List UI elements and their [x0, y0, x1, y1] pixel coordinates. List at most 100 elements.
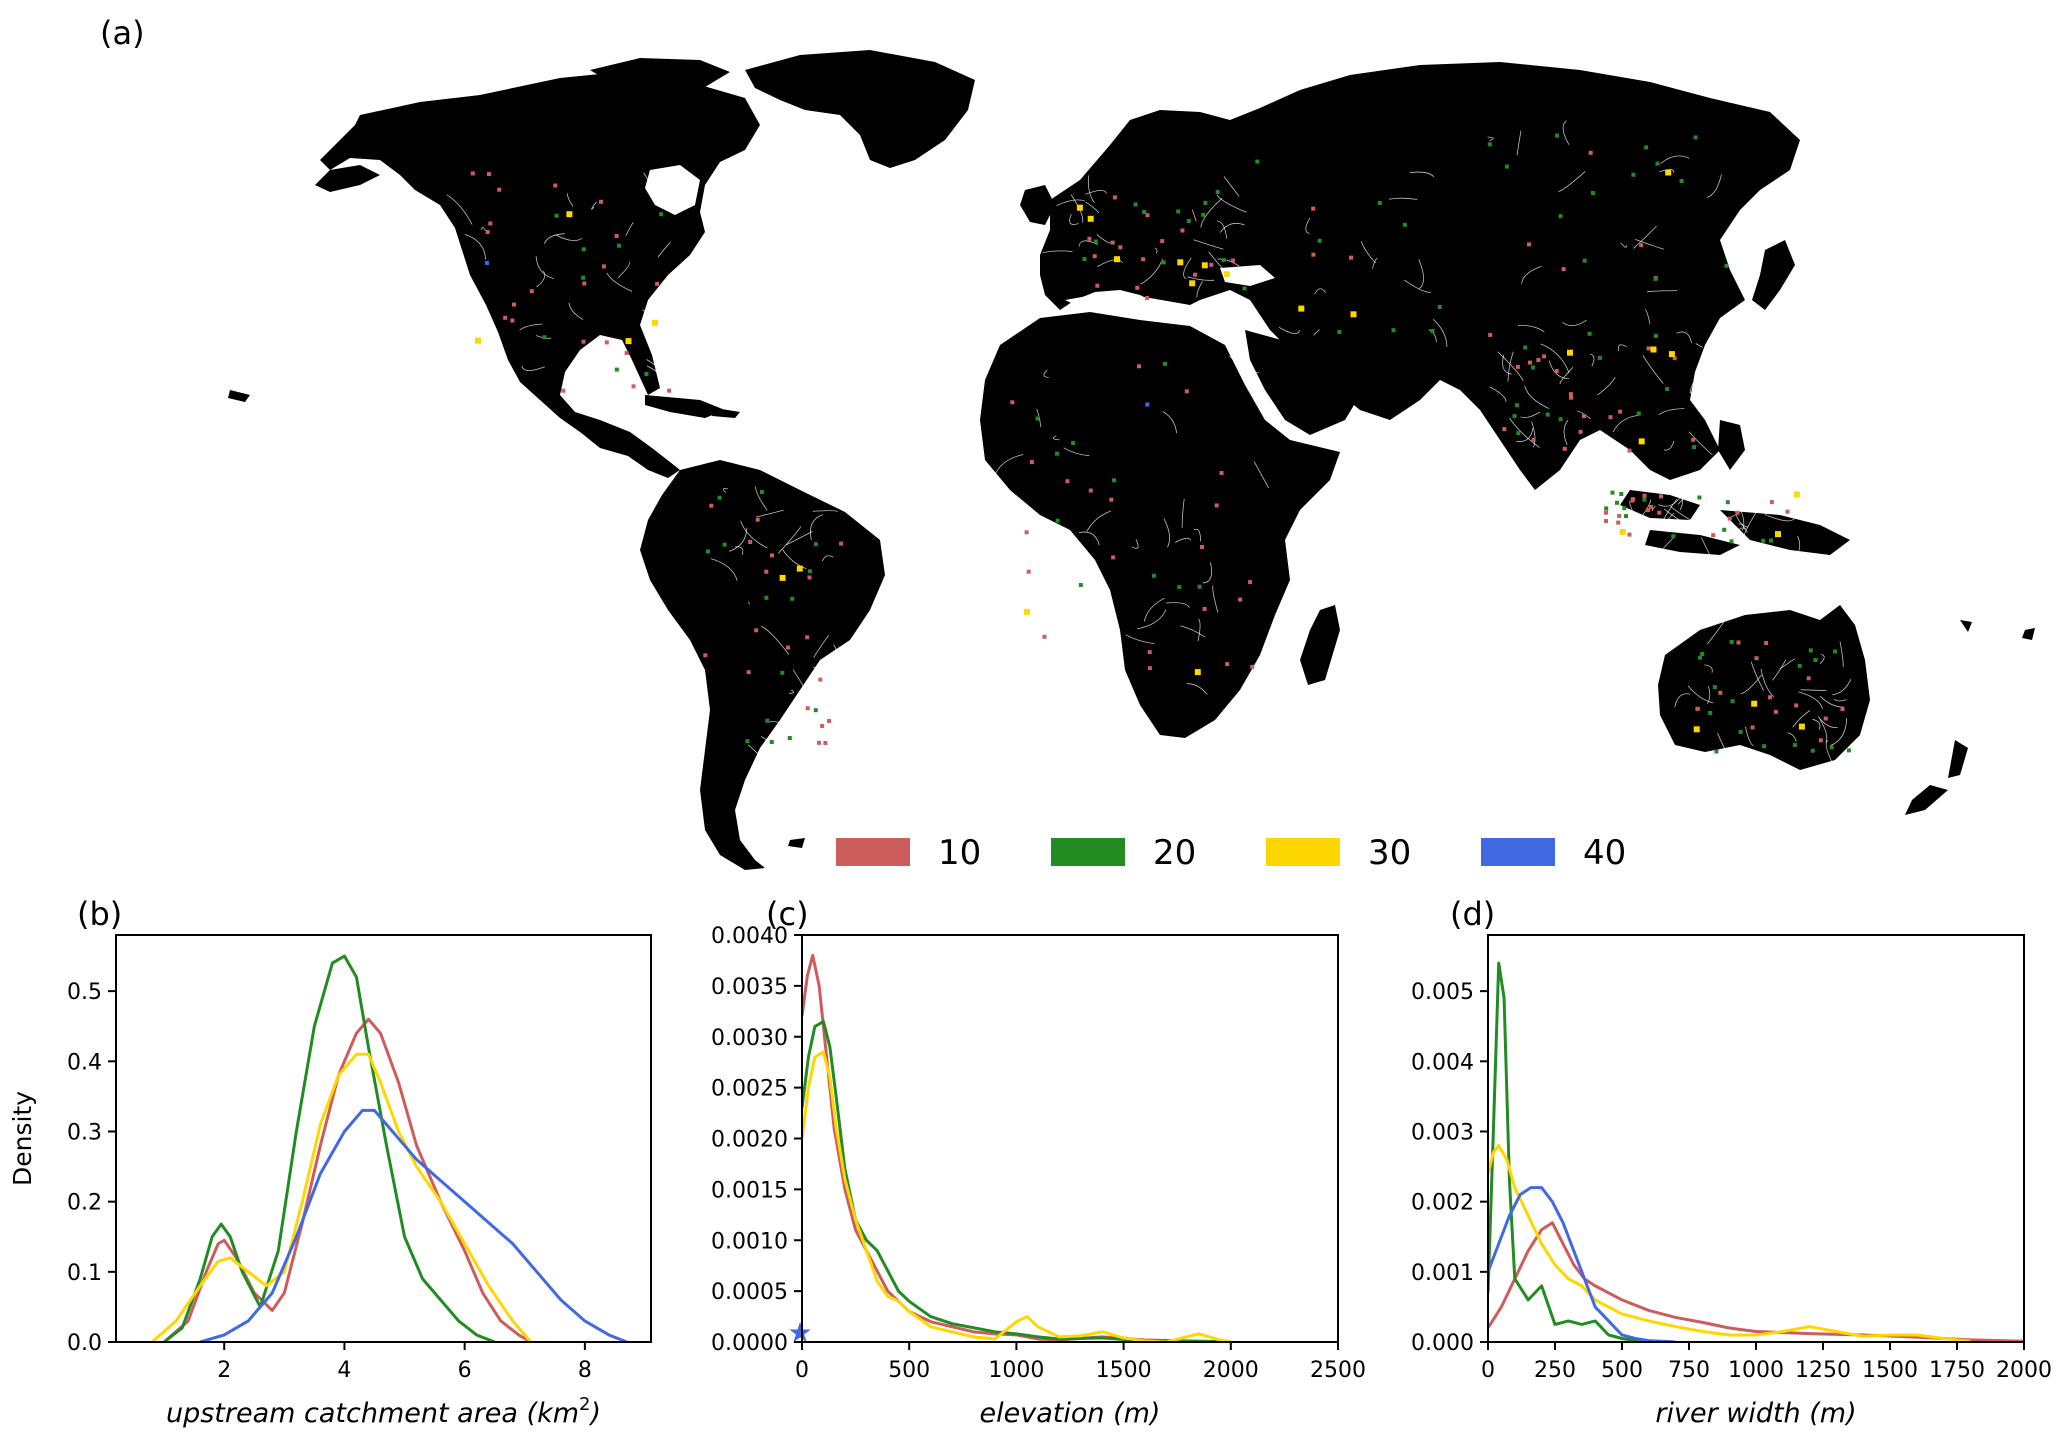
- sample-marker: [1516, 431, 1521, 436]
- sample-marker: [497, 187, 502, 192]
- sample-marker: [717, 495, 722, 500]
- y-tick-label-b: 0.2: [67, 1191, 102, 1216]
- sample-marker: [1531, 365, 1535, 370]
- river-line: [617, 261, 631, 278]
- river-line: [1612, 414, 1640, 433]
- legend-label-20: 20: [1153, 833, 1196, 873]
- river-line: [566, 193, 574, 207]
- sample-marker: [1711, 533, 1716, 538]
- sample-marker: [1729, 539, 1734, 544]
- river-line: [1674, 693, 1691, 708]
- river-line: [813, 666, 833, 691]
- river-line: [722, 488, 728, 493]
- sample-marker: [1147, 650, 1152, 655]
- legend: 10 20 30 40: [836, 833, 1626, 873]
- river-line: [1732, 527, 1746, 537]
- landmass-japan: [1752, 240, 1795, 310]
- river-line: [1507, 351, 1514, 382]
- landmass-southeast-asia: [1620, 420, 1850, 555]
- sample-marker: [1646, 346, 1651, 351]
- river-line: [1314, 288, 1327, 295]
- sample-marker: [1377, 201, 1382, 205]
- sample-marker: [823, 741, 828, 745]
- river-line: [1487, 136, 1494, 141]
- sample-marker: [1567, 349, 1573, 356]
- sample-marker: [1112, 195, 1117, 200]
- sample-marker: [1184, 389, 1189, 394]
- river-line: [1660, 498, 1678, 525]
- sample-marker: [1631, 172, 1636, 177]
- sample-marker: [1298, 305, 1305, 312]
- sample-marker: [1193, 272, 1197, 277]
- river-line: [1236, 270, 1244, 279]
- sample-marker: [475, 337, 481, 344]
- sample-marker: [1071, 441, 1076, 445]
- river-line: [481, 226, 486, 231]
- x-tick-label-d: 1000: [1728, 1358, 1784, 1383]
- river-line: [1217, 258, 1240, 267]
- river-line: [457, 354, 471, 373]
- river-line: [1154, 247, 1158, 254]
- sample-marker: [1604, 510, 1608, 515]
- sample-marker: [1223, 271, 1230, 278]
- river-line: [1038, 538, 1054, 564]
- y-tick-label-d: 0.000: [1411, 1331, 1474, 1356]
- sample-marker: [1133, 202, 1138, 207]
- river-line: [1212, 585, 1219, 613]
- sample-marker: [1806, 676, 1811, 681]
- sample-marker: [1197, 584, 1202, 589]
- river-line: [788, 689, 795, 694]
- y-tick-label-c: 0.0015: [711, 1178, 788, 1203]
- sample-marker: [1736, 640, 1741, 645]
- river-line: [812, 510, 838, 512]
- river-line: [1418, 259, 1424, 289]
- series-line-b-2: [151, 1052, 532, 1342]
- sample-marker: [1695, 706, 1700, 711]
- sample-marker: [581, 339, 586, 344]
- sample-marker: [581, 247, 586, 252]
- sample-marker: [1248, 580, 1253, 585]
- river-line: [760, 736, 790, 755]
- river-line: [1664, 508, 1695, 530]
- sample-marker: [1151, 573, 1156, 578]
- sample-marker: [1145, 402, 1150, 407]
- sample-marker: [1646, 508, 1651, 513]
- sample-marker: [1221, 258, 1226, 263]
- river-line: [782, 549, 807, 570]
- sample-marker: [805, 706, 810, 711]
- river-line: [1737, 502, 1745, 531]
- sample-marker: [1568, 392, 1573, 397]
- river-line: [1313, 329, 1320, 336]
- sample-marker: [1504, 164, 1509, 169]
- river-line: [1180, 625, 1206, 638]
- y-tick-label-d: 0.002: [1411, 1191, 1474, 1216]
- series-line-c-2: [802, 1050, 1232, 1342]
- sample-marker: [1738, 730, 1743, 734]
- sample-marker: [1076, 204, 1083, 211]
- sample-marker: [1488, 332, 1493, 337]
- sample-marker: [1616, 520, 1621, 525]
- river-line: [1489, 386, 1507, 402]
- sample-marker: [1619, 528, 1626, 535]
- river-line: [1193, 239, 1224, 250]
- sample-marker: [1735, 510, 1740, 515]
- river-line: [1646, 290, 1678, 293]
- sample-marker: [1337, 330, 1342, 334]
- sample-marker: [786, 645, 790, 650]
- sample-marker: [1542, 354, 1547, 359]
- sample-marker: [1317, 238, 1322, 243]
- series-line-d-3: [1488, 1186, 1676, 1342]
- landmass-arabia: [1245, 330, 1360, 435]
- sample-marker: [1250, 664, 1255, 669]
- world-map: [228, 50, 2035, 870]
- river-line: [1540, 343, 1570, 374]
- series-line-b-0: [163, 1017, 532, 1342]
- river-line: [1617, 344, 1627, 352]
- sample-marker: [1111, 555, 1116, 560]
- sample-marker: [1617, 513, 1622, 518]
- sample-marker: [1581, 414, 1586, 419]
- river-line: [1520, 411, 1541, 419]
- sample-marker: [1203, 200, 1208, 205]
- river-line: [1140, 259, 1164, 285]
- sample-marker: [1615, 500, 1619, 505]
